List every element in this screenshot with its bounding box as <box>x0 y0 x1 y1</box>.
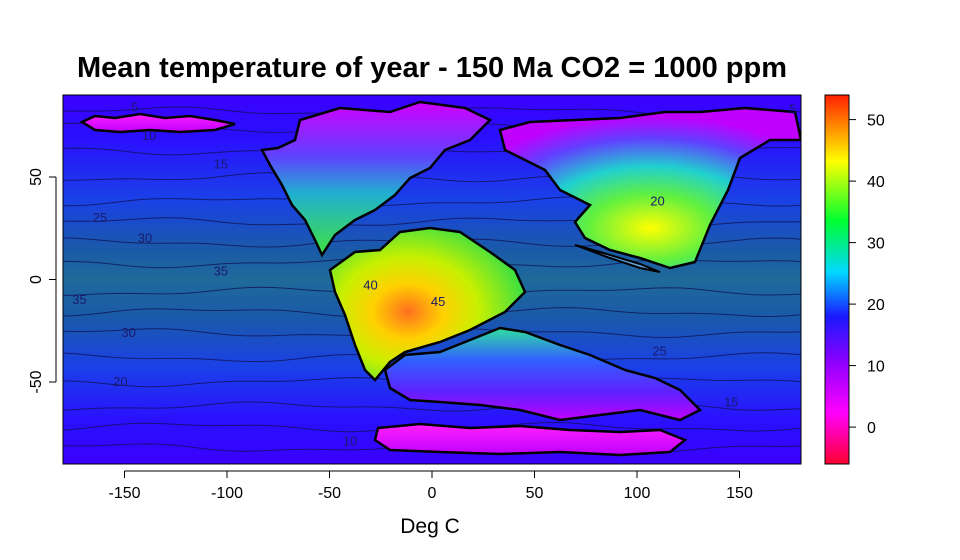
chart-title: Mean temperature of year - 150 Ma CO2 = … <box>77 52 787 84</box>
continent-southern <box>383 326 703 422</box>
y-axis: -50 0 50 <box>28 168 57 394</box>
continent-north-america <box>260 100 493 258</box>
contour-label: 5 <box>789 101 796 116</box>
y-tick-label: 50 <box>28 168 45 186</box>
colorbar-gradient <box>824 94 850 465</box>
contour-label: 10 <box>142 128 156 143</box>
continent-africa-south-america <box>328 226 527 382</box>
contour-label: 35 <box>214 263 228 278</box>
colorbar-tick-label: 30 <box>867 236 885 253</box>
colorbar: 0 10 20 30 40 50 <box>824 94 885 465</box>
contour-label: 30 <box>138 231 152 246</box>
colorbar-ticks: 0 10 20 30 40 50 <box>849 113 885 437</box>
contour-label: 25 <box>652 343 666 358</box>
colorbar-tick-label: 10 <box>867 359 885 376</box>
contour-label: 30 <box>121 325 135 340</box>
contour-label: 5 <box>131 99 138 114</box>
x-tick-label: -50 <box>318 485 341 502</box>
contour-label: 35 <box>72 292 86 307</box>
contour-label: 10 <box>343 433 357 448</box>
y-tick-label: 0 <box>28 275 45 284</box>
colorbar-tick-label: 0 <box>867 420 876 437</box>
x-axis: -150 -100 -50 0 50 100 150 <box>108 470 753 502</box>
x-tick-label: 0 <box>428 485 437 502</box>
contour-label: 20 <box>113 374 127 389</box>
x-tick-label: 50 <box>526 485 544 502</box>
x-tick-label: 150 <box>726 485 753 502</box>
y-tick-label: -50 <box>28 370 45 393</box>
contour-label: 40 <box>363 278 377 293</box>
island-tethys <box>574 244 661 273</box>
colorbar-tick-label: 20 <box>867 297 885 314</box>
continent-eurasia <box>498 106 801 270</box>
contour-label: 20 <box>650 194 664 209</box>
contour-label: 25 <box>93 210 107 225</box>
contour-labels: 5 10 15 25 30 35 35 30 20 40 45 20 25 15 10 5 <box>72 99 796 448</box>
plot-frame <box>62 94 802 465</box>
x-axis-label: Deg C <box>400 515 460 538</box>
x-tick-label: 100 <box>624 485 651 502</box>
x-tick-label: -100 <box>211 485 243 502</box>
x-tick-label: -150 <box>108 485 140 502</box>
colorbar-tick-label: 40 <box>867 174 885 191</box>
contour-label: 45 <box>431 294 445 309</box>
continent-antarctic <box>373 422 688 457</box>
colorbar-tick-label: 50 <box>867 113 885 130</box>
continent-arctic-west <box>79 112 236 134</box>
temperature-field <box>63 95 801 464</box>
contour-label: 15 <box>724 395 738 410</box>
contour-label: 15 <box>214 157 228 172</box>
